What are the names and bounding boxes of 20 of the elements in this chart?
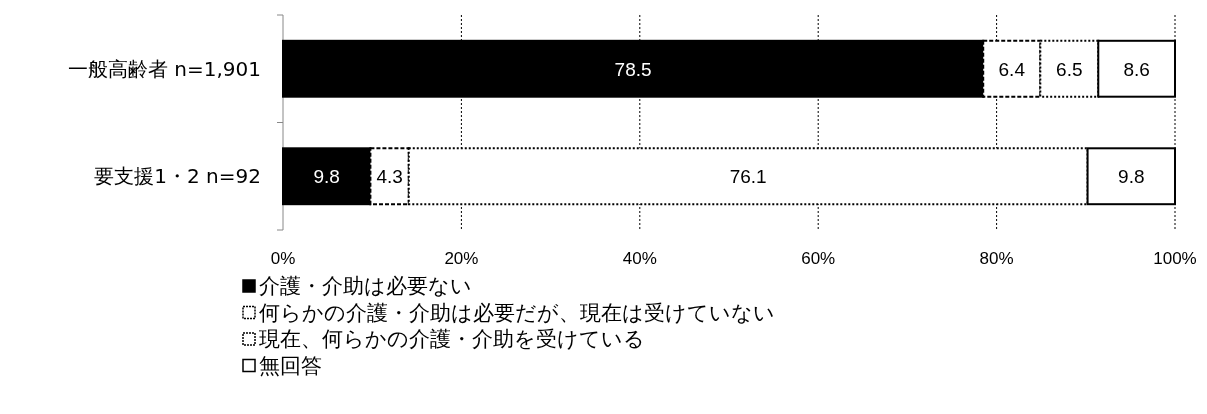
data-label: 76.1 <box>729 166 767 188</box>
data-label: 4.3 <box>376 166 403 188</box>
data-label: 9.8 <box>313 166 340 188</box>
data-label: 8.6 <box>1123 58 1150 80</box>
data-label: 6.5 <box>1056 58 1083 80</box>
x-tick-label: 0% <box>270 249 296 268</box>
x-tick-label: 80% <box>979 249 1014 268</box>
x-tick-label: 40% <box>622 249 657 268</box>
data-label: 6.4 <box>998 58 1026 80</box>
x-tick-label: 60% <box>801 249 836 268</box>
data-label: 9.8 <box>1118 166 1145 188</box>
legend-label: 介護・介助は必要ない <box>259 274 472 298</box>
legend-label: 現在、何らかの介護・介助を受けている <box>259 327 645 351</box>
legend-label: 何らかの介護・介助は必要だが、現在は受けていない <box>259 300 775 325</box>
y-tick-label: 要支援1・2 n=92 <box>94 164 261 189</box>
x-tick-label: 100% <box>1153 249 1197 268</box>
legend-label: 無回答 <box>259 353 322 378</box>
data-label: 78.5 <box>614 58 652 80</box>
y-tick-label: 一般高齢者 n=1,901 <box>67 56 261 81</box>
x-tick-label: 20% <box>444 249 479 268</box>
